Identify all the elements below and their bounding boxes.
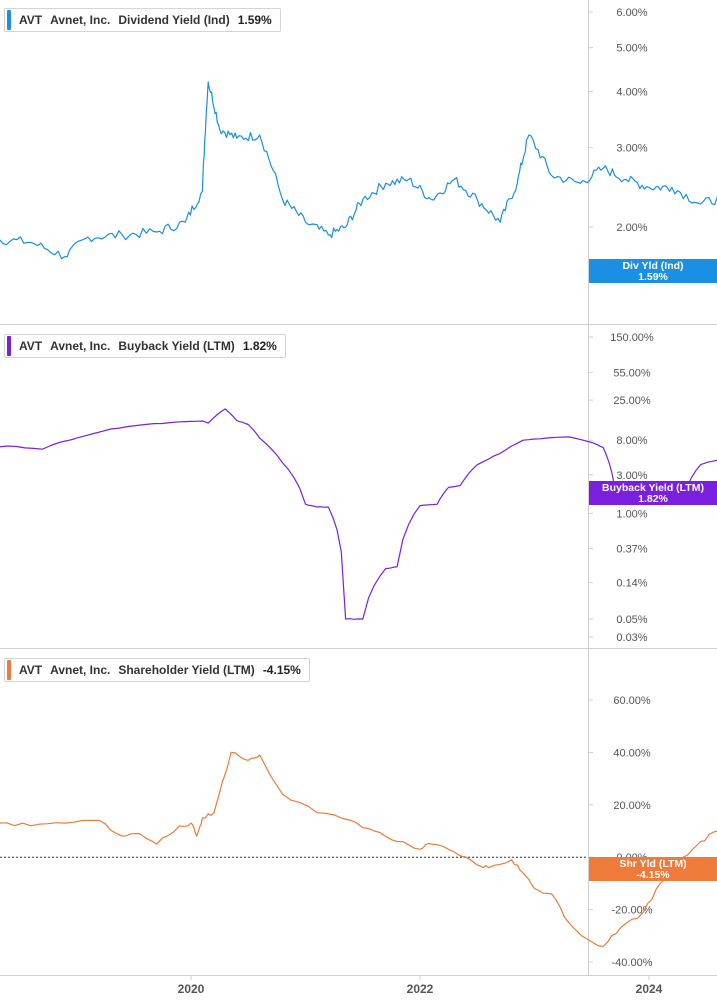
legend-company: Avnet, Inc. xyxy=(50,13,111,27)
tag-value: 1.82% xyxy=(638,493,668,505)
dividend-yield-panel: 6.00%5.00%4.00%3.00%2.00%Div Yld (Ind)1.… xyxy=(0,7,717,283)
legend-metric: Buyback Yield (LTM) xyxy=(118,339,235,353)
y-tick-label: 20.00% xyxy=(613,800,651,812)
legend-metric: Dividend Yield (Ind) xyxy=(118,13,230,27)
y-tick-label: 3.00% xyxy=(616,470,647,482)
series-line xyxy=(0,408,717,620)
y-tick-label: 2.00% xyxy=(616,222,647,234)
legend-value: 1.82% xyxy=(242,339,277,353)
legend-metric: Shareholder Yield (LTM) xyxy=(118,663,255,677)
y-tick-label: 0.37% xyxy=(616,544,647,556)
legend-company: Avnet, Inc. xyxy=(50,663,111,677)
legend-shareholder-yield: AVT Avnet, Inc. Shareholder Yield (LTM) … xyxy=(4,658,310,682)
current-value-tag xyxy=(589,481,717,505)
series-line xyxy=(0,81,717,260)
x-axis: 20182020202220242026 xyxy=(178,975,663,996)
y-tick-label: 55.00% xyxy=(613,367,651,379)
legend-swatch xyxy=(7,10,11,30)
y-tick-label: 3.00% xyxy=(616,143,647,155)
legend-buyback-yield: AVT Avnet, Inc. Buyback Yield (LTM) 1.82… xyxy=(4,334,286,358)
y-tick-label: 0.14% xyxy=(616,578,647,590)
panel-separators xyxy=(0,0,717,976)
legend-ticker: AVT xyxy=(19,339,43,353)
y-tick-label: 0.05% xyxy=(616,614,647,626)
series-line xyxy=(0,751,717,947)
tag-value: -4.15% xyxy=(636,869,670,881)
current-value-tag xyxy=(589,857,717,881)
tag-label: Shr Yld (LTM) xyxy=(619,858,686,870)
current-value-tag xyxy=(589,259,717,283)
legend-swatch xyxy=(7,336,11,356)
legend-value: -4.15% xyxy=(262,663,301,677)
x-tick-label: 2022 xyxy=(407,982,434,996)
tag-label: Div Yld (Ind) xyxy=(622,260,683,272)
legend-dividend-yield: AVT Avnet, Inc. Dividend Yield (Ind) 1.5… xyxy=(4,8,281,32)
legend-ticker: AVT xyxy=(19,13,43,27)
y-tick-label: 4.00% xyxy=(616,86,647,98)
shareholder-yield-panel: 60.00%40.00%20.00%0.00%-20.00%-40.00%Shr… xyxy=(0,695,717,969)
x-tick-label: 2024 xyxy=(636,982,663,996)
legend-company: Avnet, Inc. xyxy=(50,339,111,353)
legend-ticker: AVT xyxy=(19,663,43,677)
buyback-yield-panel: 150.00% 55.00% 25.00% 8.00% 3.00% 1.00% 0.37% 0… xyxy=(0,332,717,644)
y-tick-label: 25.00% xyxy=(613,395,651,407)
y-tick-label: 40.00% xyxy=(613,747,651,759)
tag-label: Buyback Yield (LTM) xyxy=(602,482,704,494)
y-tick-label: 5.00% xyxy=(616,43,647,55)
y-tick-label: 150.00% xyxy=(610,332,654,344)
y-tick-label: 8.00% xyxy=(616,435,647,447)
legend-swatch xyxy=(7,660,11,680)
y-tick-label: 6.00% xyxy=(616,7,647,19)
x-tick-label: 2020 xyxy=(178,982,205,996)
y-tick-label: 60.00% xyxy=(613,695,651,707)
tag-value: 1.59% xyxy=(638,271,668,283)
y-tick-label: 1.00% xyxy=(616,508,647,520)
y-tick-label: -40.00% xyxy=(612,957,653,969)
legend-value: 1.59% xyxy=(237,13,272,27)
y-tick-label: 0.03% xyxy=(616,632,647,644)
